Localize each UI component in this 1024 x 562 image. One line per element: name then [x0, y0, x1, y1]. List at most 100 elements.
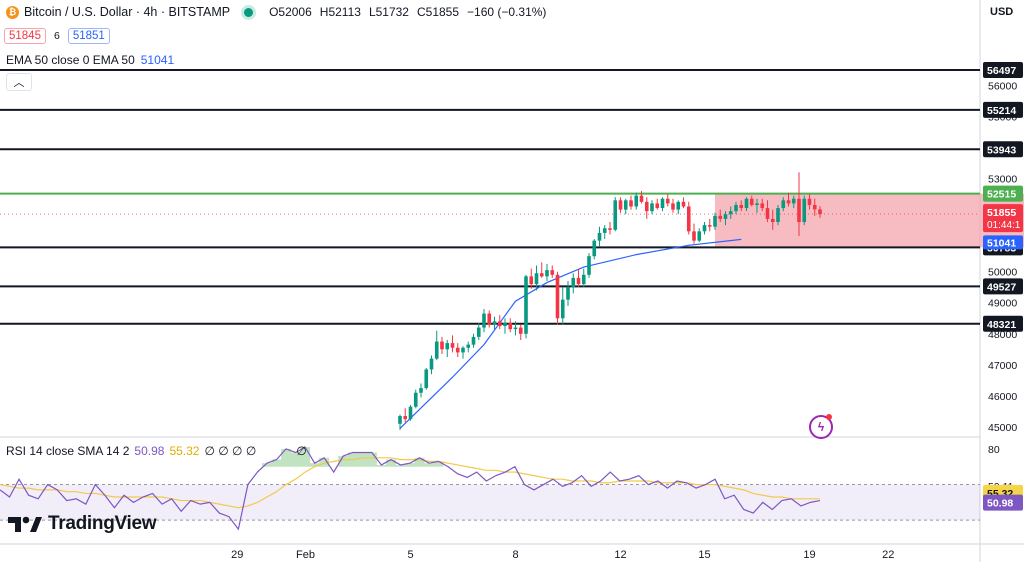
price-tick-label: 46000: [988, 391, 1017, 403]
candle-body: [791, 198, 796, 204]
candle-body: [560, 299, 565, 319]
candle-body: [550, 270, 555, 275]
candle-body: [608, 228, 612, 230]
ema-indicator-legend[interactable]: EMA 50 close 0 EMA 50 51041: [6, 53, 174, 67]
tradingview-logo[interactable]: TradingView: [8, 513, 157, 535]
candle-body: [676, 201, 681, 210]
candle-body: [655, 203, 660, 209]
candle-body: [629, 200, 633, 207]
price-tick-label: 56000: [988, 80, 1017, 92]
candle-body: [807, 198, 812, 205]
rsi-label: RSI 14 close SMA 14 2: [6, 444, 130, 458]
candle-body: [713, 215, 717, 227]
countdown-label: 01:44:1: [987, 220, 1021, 231]
candle-body: [755, 203, 759, 205]
candle-body: [639, 195, 644, 202]
candle-body: [681, 201, 686, 207]
candle-body: [671, 203, 675, 210]
ohlc-low: L51732: [368, 5, 409, 19]
candle-body: [434, 341, 439, 359]
candle-body: [644, 201, 649, 212]
price-tick-label: 50000: [988, 267, 1017, 279]
candle-body: [697, 231, 702, 241]
candle-body: [482, 313, 486, 328]
candle-body: [728, 211, 733, 215]
candle-body: [513, 327, 518, 330]
trade-prices: 51845 6 51851: [4, 28, 110, 44]
ohlc-close: C51855: [416, 5, 460, 19]
ema-value: 51041: [140, 53, 175, 67]
level-price-label: 48321: [987, 319, 1016, 331]
tradingview-logo-icon: [8, 516, 42, 532]
candle-body: [461, 347, 465, 353]
ohlc-open: O52006: [269, 5, 312, 19]
candle-body: [760, 203, 765, 209]
candle-body: [797, 198, 801, 223]
market-status-icon[interactable]: [244, 7, 254, 17]
time-tick-label: 8: [512, 549, 518, 561]
candle-body: [571, 277, 576, 288]
consolidation-zone: [715, 193, 1024, 248]
level-price-box: [983, 185, 1023, 202]
candle-body: [508, 322, 513, 330]
collapse-legend-button[interactable]: ︿: [6, 73, 32, 91]
sell-price-button[interactable]: 51845: [4, 28, 46, 44]
candle-body: [718, 215, 723, 219]
rsi-empty-value-2: ∅: [296, 444, 307, 458]
candle-body: [602, 228, 607, 233]
candle-body: [497, 321, 502, 327]
candle-body: [524, 276, 528, 334]
level-price-box: [983, 62, 1023, 79]
candle-body: [765, 208, 770, 219]
candle-body: [744, 198, 749, 209]
candle-body: [419, 388, 423, 393]
time-tick-label: 5: [407, 549, 413, 561]
candle-body: [650, 203, 654, 212]
candle-body: [818, 209, 822, 215]
rsi-value-box: [983, 494, 1023, 511]
candle-body: [545, 270, 549, 277]
candle-body: [660, 198, 665, 209]
candle-body: [587, 256, 591, 275]
candle-body: [597, 232, 602, 241]
time-tick-label: 22: [882, 549, 894, 561]
candle-body: [566, 287, 570, 300]
candle-body: [802, 198, 807, 223]
level-price-box: [983, 315, 1023, 332]
chart-header: ₿ Bitcoin / U.S. Dollar · 4h · BITSTAMP O…: [6, 3, 546, 21]
ema-price-label: 51041: [987, 237, 1016, 249]
candle-body: [613, 200, 618, 230]
price-tick-label: 47000: [988, 360, 1017, 372]
candle-body: [503, 322, 507, 327]
last-price-label: 51855: [987, 207, 1016, 219]
currency-label[interactable]: USD: [990, 6, 1014, 18]
rsi-indicator-legend[interactable]: RSI 14 close SMA 14 2 50.98 55.32 ∅ ∅ ∅ ∅ ∅: [6, 444, 307, 458]
buy-price-button[interactable]: 51851: [67, 28, 110, 44]
candle-body: [770, 218, 775, 223]
candle-body: [623, 200, 628, 210]
time-tick-label: 12: [614, 549, 626, 561]
candle-body: [739, 204, 744, 209]
rsi-band: [0, 484, 980, 521]
candle-body: [455, 347, 460, 353]
candle-body: [781, 200, 786, 209]
candle-body: [408, 406, 413, 420]
bitcoin-icon: ₿: [6, 5, 19, 19]
candle-body: [786, 200, 791, 204]
symbol-title[interactable]: ₿ Bitcoin / U.S. Dollar · 4h · BITSTAMP: [6, 5, 230, 19]
candle-body: [576, 277, 581, 285]
level-price-label: 56497: [987, 65, 1016, 77]
level-price-box: [983, 141, 1023, 158]
price-tick-label: 45000: [988, 422, 1017, 434]
time-tick-label: 15: [698, 549, 710, 561]
candle-body: [539, 273, 544, 277]
ema-price-box: [983, 235, 1023, 250]
level-price-box: [983, 278, 1023, 295]
level-price-box: [983, 101, 1023, 118]
candle-body: [723, 214, 728, 219]
notification-dot-icon: [826, 414, 832, 420]
candle-body: [702, 225, 707, 232]
candle-body: [398, 416, 402, 424]
lightning-alert-icon[interactable]: ϟ: [809, 415, 833, 439]
